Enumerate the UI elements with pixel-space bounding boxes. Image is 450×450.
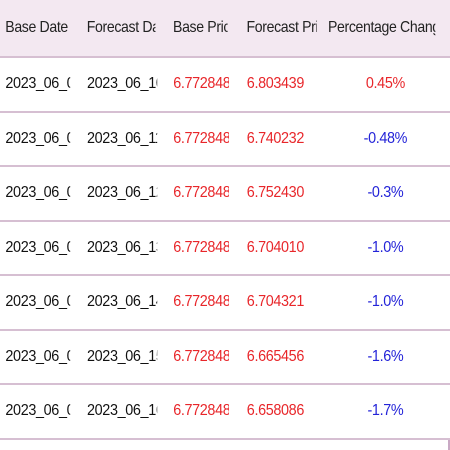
table-row: 2023_06_09 2023_06_13 6.772848 6.704010 … — [0, 221, 450, 276]
percentage-change-cell: -0.48% — [363, 129, 408, 147]
forecast-price-cell: 6.803439 — [246, 75, 305, 93]
header-base-price[interactable]: Base Price — [173, 19, 228, 36]
header-forecast-date[interactable]: Forecast Date — [86, 19, 156, 36]
percentage-change-cell: -1.7% — [367, 402, 404, 420]
table-row: 2023_06_09 2023_06_10 6.772848 6.803439 … — [0, 58, 450, 113]
base-price-cell: 6.772848 — [173, 184, 229, 202]
base-price-cell: 6.772848 — [173, 347, 229, 365]
forecast-date-cell: 2023_06_16 — [87, 402, 158, 420]
forecast-date-cell: 2023_06_11 — [87, 129, 158, 147]
base-price-cell: 6.772848 — [173, 402, 229, 420]
forecast-price-cell: 6.752430 — [246, 184, 305, 202]
forecast-date-cell: 2023_06_10 — [87, 75, 158, 93]
table-row: 2023_06_09 2023_06_16 6.772848 6.658086 … — [0, 385, 450, 440]
percentage-change-cell: -0.3% — [367, 184, 404, 202]
base-price-cell: 6.772848 — [173, 238, 229, 256]
header-forecast-price[interactable]: Forecast Price — [246, 19, 317, 36]
forecast-price-cell: 6.658086 — [246, 402, 305, 420]
forecast-date-cell: 2023_06_12 — [87, 184, 158, 202]
table-row: 2023_06_09 2023_06_15 6.772848 6.665456 … — [0, 330, 450, 385]
base-date-cell: 2023_06_09 — [5, 129, 70, 147]
header-base-date[interactable]: Base Date — [5, 19, 68, 36]
table-header-row: Base Date Forecast Date Base Price Forec… — [0, 0, 450, 58]
base-date-cell: 2023_06_09 — [5, 238, 70, 256]
base-price-cell: 6.772848 — [173, 75, 229, 93]
header-percentage-change[interactable]: Percentage Change — [328, 19, 436, 36]
base-date-cell: 2023_06_09 — [5, 293, 70, 311]
percentage-change-cell: -1.0% — [367, 293, 404, 311]
forecast-price-cell: 6.665456 — [246, 347, 305, 365]
table-row: 2023_06_09 2023_06_11 6.772848 6.740232 … — [0, 112, 450, 167]
base-date-cell: 2023_06_09 — [5, 184, 70, 202]
forecast-date-cell: 2023_06_13 — [87, 238, 158, 256]
table-row: 2023_06_09 2023_06_14 6.772848 6.704321 … — [0, 276, 450, 331]
base-price-cell: 6.772848 — [173, 293, 229, 311]
percentage-change-cell: -1.0% — [367, 238, 404, 256]
forecast-date-cell: 2023_06_14 — [87, 293, 158, 311]
base-date-cell: 2023_06_09 — [5, 347, 70, 365]
forecast-price-cell: 6.704321 — [246, 293, 305, 311]
percentage-change-cell: 0.45% — [365, 75, 405, 93]
forecast-price-cell: 6.704010 — [246, 238, 305, 256]
table-row: 2023_06_09 2023_06_12 6.772848 6.752430 … — [0, 167, 450, 222]
base-date-cell: 2023_06_09 — [5, 402, 70, 420]
base-price-cell: 6.772848 — [173, 129, 229, 147]
forecast-price-cell: 6.740232 — [246, 129, 305, 147]
base-date-cell: 2023_06_09 — [5, 75, 70, 93]
percentage-change-cell: -1.6% — [367, 347, 404, 365]
forecast-date-cell: 2023_06_15 — [87, 347, 158, 365]
